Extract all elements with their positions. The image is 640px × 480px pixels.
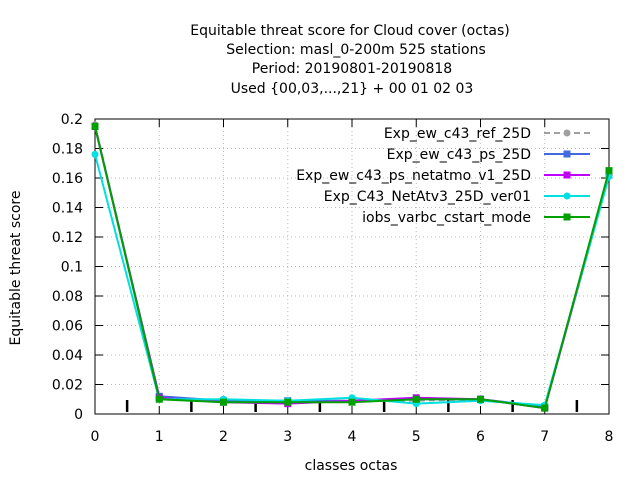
y-tick-label: 0.1 xyxy=(61,260,83,276)
data-point xyxy=(412,395,420,403)
y-tick-label: 0.14 xyxy=(52,201,83,217)
legend-marker xyxy=(563,171,571,179)
data-point xyxy=(91,150,99,158)
legend-marker xyxy=(563,150,571,158)
series-1 xyxy=(91,121,613,411)
legend-label: Exp_ew_c43_ps_25D xyxy=(387,147,531,163)
data-point xyxy=(155,395,163,403)
grid xyxy=(95,119,609,414)
legend-item: Exp_ew_c43_ref_25D xyxy=(384,126,590,142)
legend-marker xyxy=(563,129,571,137)
title-line-2: Selection: masl_0-200m 525 stations xyxy=(226,42,486,58)
title-line-3: Period: 20190801-20190818 xyxy=(252,61,452,77)
data-point xyxy=(541,404,549,412)
y-tick-label: 0.08 xyxy=(52,289,83,305)
title-line-4: Used {00,03,...,21} + 00 01 02 03 xyxy=(231,81,474,97)
legend-label: iobs_varbc_cstart_mode xyxy=(362,210,531,226)
data-point xyxy=(348,398,356,406)
data-point xyxy=(91,122,99,130)
x-tick-label: 6 xyxy=(476,429,485,445)
y-tick-label: 0.06 xyxy=(52,319,83,335)
legend-label: Exp_ew_c43_ps_netatmo_v1_25D xyxy=(296,168,531,184)
series-5 xyxy=(91,122,613,412)
y-tick-label: 0.12 xyxy=(52,230,83,246)
data-point xyxy=(220,398,227,406)
axes: 0 0.02 0.04 0.06 0.08 0.1 0.12 0.14 0.16 0.18 0.2 0… xyxy=(52,112,614,445)
x-axis-label: classes octas xyxy=(305,458,398,474)
legend-item: Exp_ew_c43_ps_25D xyxy=(387,147,590,163)
legend-marker xyxy=(563,213,571,221)
data-point xyxy=(477,395,484,403)
y-tick-label: 0.2 xyxy=(61,112,83,128)
legend-item: Exp_ew_c43_ps_netatmo_v1_25D xyxy=(296,168,590,184)
legend-item: Exp_C43_NetAtv3_25D_ver01 xyxy=(324,189,590,205)
legend-item: iobs_varbc_cstart_mode xyxy=(362,210,590,226)
x-tick-label: 1 xyxy=(155,429,164,445)
data-point xyxy=(605,167,613,175)
chart-title: Equitable threat score for Cloud cover (… xyxy=(190,23,509,97)
x-tick-label: 4 xyxy=(348,429,357,445)
y-tick-label: 0.02 xyxy=(52,378,83,394)
y-axis-label: Equitable threat score xyxy=(8,191,24,346)
x-tick-label: 2 xyxy=(219,429,228,445)
title-line-1: Equitable threat score for Cloud cover (… xyxy=(190,23,509,39)
y-tick-label: 0.18 xyxy=(52,142,83,158)
legend-label: Exp_C43_NetAtv3_25D_ver01 xyxy=(324,189,531,205)
x-tick-label: 7 xyxy=(540,429,549,445)
legend-label: Exp_ew_c43_ref_25D xyxy=(384,126,531,142)
x-tick-label: 0 xyxy=(91,429,100,445)
data-point xyxy=(284,398,292,406)
x-tick-label: 5 xyxy=(412,429,421,445)
legend-marker xyxy=(563,192,571,200)
y-tick-label: 0 xyxy=(74,407,83,423)
y-tick-label: 0.04 xyxy=(52,348,83,364)
plot-area xyxy=(91,121,613,412)
x-tick-label: 8 xyxy=(605,429,614,445)
legend: Exp_ew_c43_ref_25D Exp_ew_c43_ps_25D Exp_e… xyxy=(296,126,590,226)
y-tick-label: 0.16 xyxy=(52,171,83,187)
x-tick-label: 3 xyxy=(283,429,292,445)
